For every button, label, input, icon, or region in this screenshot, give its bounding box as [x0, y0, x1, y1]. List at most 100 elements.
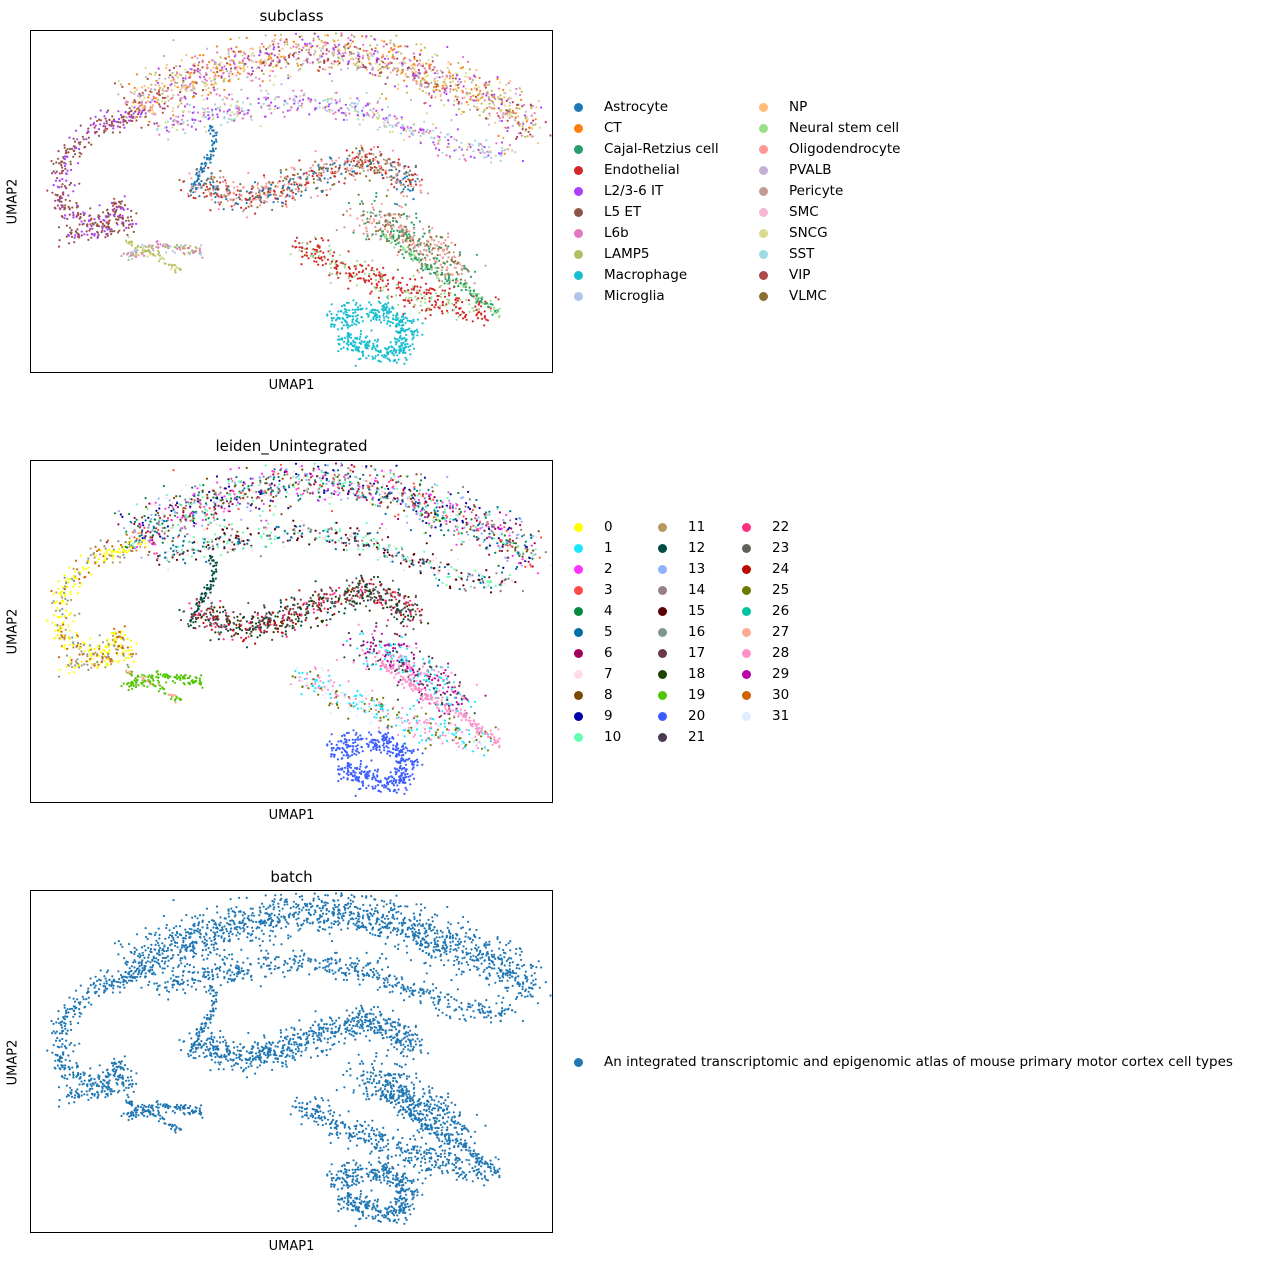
- data-point: [178, 267, 181, 270]
- data-point: [357, 118, 360, 121]
- data-point: [401, 123, 404, 126]
- data-point: [334, 111, 337, 114]
- data-point: [449, 72, 452, 75]
- data-point: [365, 357, 368, 360]
- data-point: [323, 177, 326, 180]
- data-point: [380, 469, 383, 472]
- data-point: [220, 194, 223, 197]
- data-point: [397, 242, 400, 245]
- data-point: [137, 94, 140, 98]
- data-point: [375, 59, 378, 62]
- data-point: [337, 335, 340, 338]
- data-point: [385, 125, 388, 128]
- data-point: [179, 248, 182, 251]
- data-point: [305, 171, 308, 174]
- data-point: [320, 49, 323, 52]
- data-point: [222, 72, 225, 75]
- data-point: [207, 93, 210, 96]
- data-point: [389, 222, 392, 225]
- data-point: [237, 105, 240, 108]
- data-point: [367, 275, 371, 278]
- data-point: [455, 148, 458, 151]
- data-point: [335, 91, 338, 94]
- data-point: [279, 175, 282, 178]
- data-point: [382, 66, 385, 69]
- data-point: [354, 267, 357, 271]
- data-point: [387, 301, 390, 304]
- data-point: [403, 176, 407, 179]
- data-point: [379, 360, 382, 363]
- data-point: [395, 316, 398, 319]
- data-point: [379, 275, 382, 278]
- data-point: [401, 64, 404, 67]
- data-point: [306, 243, 309, 246]
- data-point: [515, 137, 518, 140]
- data-point: [400, 126, 403, 129]
- data-point: [201, 94, 204, 97]
- data-point: [395, 34, 398, 37]
- data-point: [496, 76, 499, 79]
- data-point: [375, 116, 378, 119]
- data-point: [455, 139, 458, 142]
- data-point: [361, 163, 364, 166]
- data-point: [440, 310, 444, 313]
- data-point: [407, 289, 410, 292]
- data-point: [384, 159, 387, 162]
- data-point: [131, 115, 134, 118]
- data-point: [180, 516, 184, 519]
- data-point: [235, 112, 238, 115]
- data-point: [104, 236, 107, 239]
- data-point: [115, 209, 118, 212]
- data-point: [320, 55, 324, 58]
- data-point: [190, 177, 193, 180]
- data-point: [328, 496, 331, 499]
- data-point: [392, 219, 395, 222]
- data-point: [321, 259, 324, 262]
- data-point: [175, 65, 178, 68]
- data-point: [174, 271, 177, 274]
- data-point: [123, 195, 126, 198]
- data-point: [443, 80, 447, 83]
- data-point: [446, 282, 449, 285]
- data-point: [154, 113, 157, 116]
- data-point: [378, 210, 381, 213]
- data-point: [486, 150, 489, 153]
- data-point: [90, 232, 93, 235]
- data-point: [416, 173, 419, 177]
- data-point: [97, 128, 101, 131]
- data-point: [394, 294, 398, 297]
- data-point: [212, 83, 215, 86]
- data-point: [458, 78, 461, 81]
- data-point: [361, 61, 364, 64]
- data-point: [399, 475, 402, 478]
- data-point: [207, 87, 210, 90]
- data-point: [480, 312, 483, 315]
- data-point: [229, 118, 232, 121]
- data-point: [346, 107, 349, 110]
- data-point: [247, 109, 250, 112]
- legend-label: L6b: [604, 225, 629, 241]
- data-point: [481, 96, 484, 99]
- legend-marker: [574, 145, 583, 154]
- data-point: [193, 71, 196, 74]
- data-point: [409, 353, 412, 356]
- data-point: [336, 53, 339, 56]
- data-point: [479, 151, 482, 154]
- data-point: [380, 171, 383, 174]
- data-point: [164, 262, 167, 265]
- data-point: [361, 354, 365, 357]
- data-point: [300, 250, 303, 253]
- data-point: [60, 185, 63, 188]
- data-point: [210, 198, 213, 201]
- data-point: [442, 250, 445, 253]
- data-point: [423, 248, 426, 251]
- data-point: [498, 316, 501, 319]
- data-point: [431, 304, 434, 307]
- data-point: [276, 200, 279, 203]
- data-point: [362, 232, 365, 235]
- data-point: [95, 130, 98, 133]
- data-point: [324, 34, 327, 37]
- data-point: [438, 76, 441, 79]
- legend-label: PVALB: [789, 162, 832, 178]
- data-point: [223, 193, 226, 197]
